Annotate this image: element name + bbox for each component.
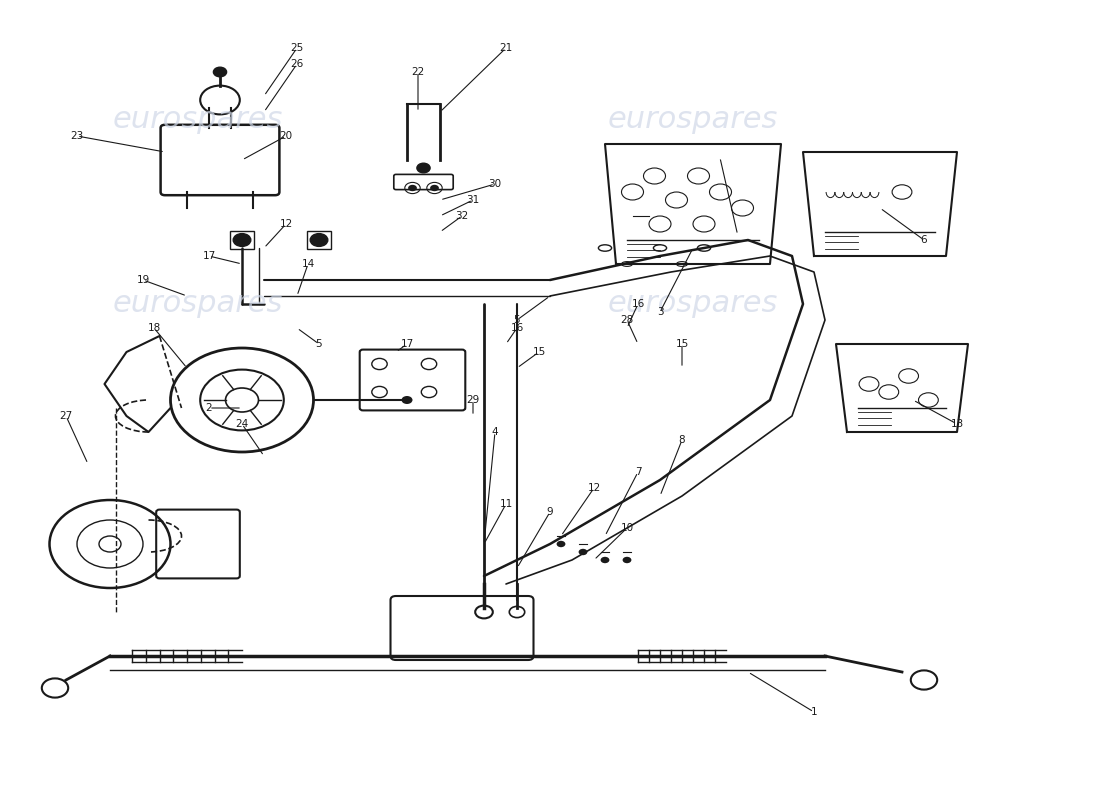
Text: 14: 14 xyxy=(301,259,315,269)
Circle shape xyxy=(310,234,328,246)
Text: 7: 7 xyxy=(635,467,641,477)
Text: 3: 3 xyxy=(657,307,663,317)
Text: 29: 29 xyxy=(466,395,480,405)
Text: 13: 13 xyxy=(950,419,964,429)
Text: 26: 26 xyxy=(290,59,304,69)
Circle shape xyxy=(579,549,587,555)
Text: 20: 20 xyxy=(279,131,293,141)
Circle shape xyxy=(430,185,439,191)
Text: 5: 5 xyxy=(316,339,322,349)
Text: 11: 11 xyxy=(499,499,513,509)
Text: 32: 32 xyxy=(455,211,469,221)
Text: 22: 22 xyxy=(411,67,425,77)
Text: eurospares: eurospares xyxy=(608,290,778,318)
Text: 23: 23 xyxy=(70,131,84,141)
Circle shape xyxy=(213,67,227,77)
Text: 31: 31 xyxy=(466,195,480,205)
Text: 2: 2 xyxy=(206,403,212,413)
Circle shape xyxy=(408,185,417,191)
Text: 21: 21 xyxy=(499,43,513,53)
Text: 12: 12 xyxy=(587,483,601,493)
Text: 12: 12 xyxy=(279,219,293,229)
Text: 19: 19 xyxy=(136,275,150,285)
Circle shape xyxy=(623,557,631,563)
Circle shape xyxy=(557,541,565,547)
Text: 17: 17 xyxy=(202,251,216,261)
Text: 18: 18 xyxy=(147,323,161,333)
Text: 1: 1 xyxy=(811,707,817,717)
Text: 17: 17 xyxy=(400,339,414,349)
Text: 9: 9 xyxy=(547,507,553,517)
Text: eurospares: eurospares xyxy=(608,106,778,134)
Text: 24: 24 xyxy=(235,419,249,429)
Text: 27: 27 xyxy=(59,411,73,421)
Text: 10: 10 xyxy=(620,523,634,533)
Circle shape xyxy=(402,396,412,404)
Circle shape xyxy=(417,163,430,173)
Text: 25: 25 xyxy=(290,43,304,53)
Text: 5: 5 xyxy=(514,315,520,325)
Text: 30: 30 xyxy=(488,179,502,189)
Text: 6: 6 xyxy=(921,235,927,245)
Text: 15: 15 xyxy=(532,347,546,357)
Text: 16: 16 xyxy=(631,299,645,309)
Circle shape xyxy=(233,234,251,246)
Text: 8: 8 xyxy=(679,435,685,445)
Text: 28: 28 xyxy=(620,315,634,325)
Text: 15: 15 xyxy=(675,339,689,349)
Text: eurospares: eurospares xyxy=(113,290,283,318)
Text: 16: 16 xyxy=(510,323,524,333)
Circle shape xyxy=(601,557,609,563)
Text: eurospares: eurospares xyxy=(113,106,283,134)
Text: 4: 4 xyxy=(492,427,498,437)
